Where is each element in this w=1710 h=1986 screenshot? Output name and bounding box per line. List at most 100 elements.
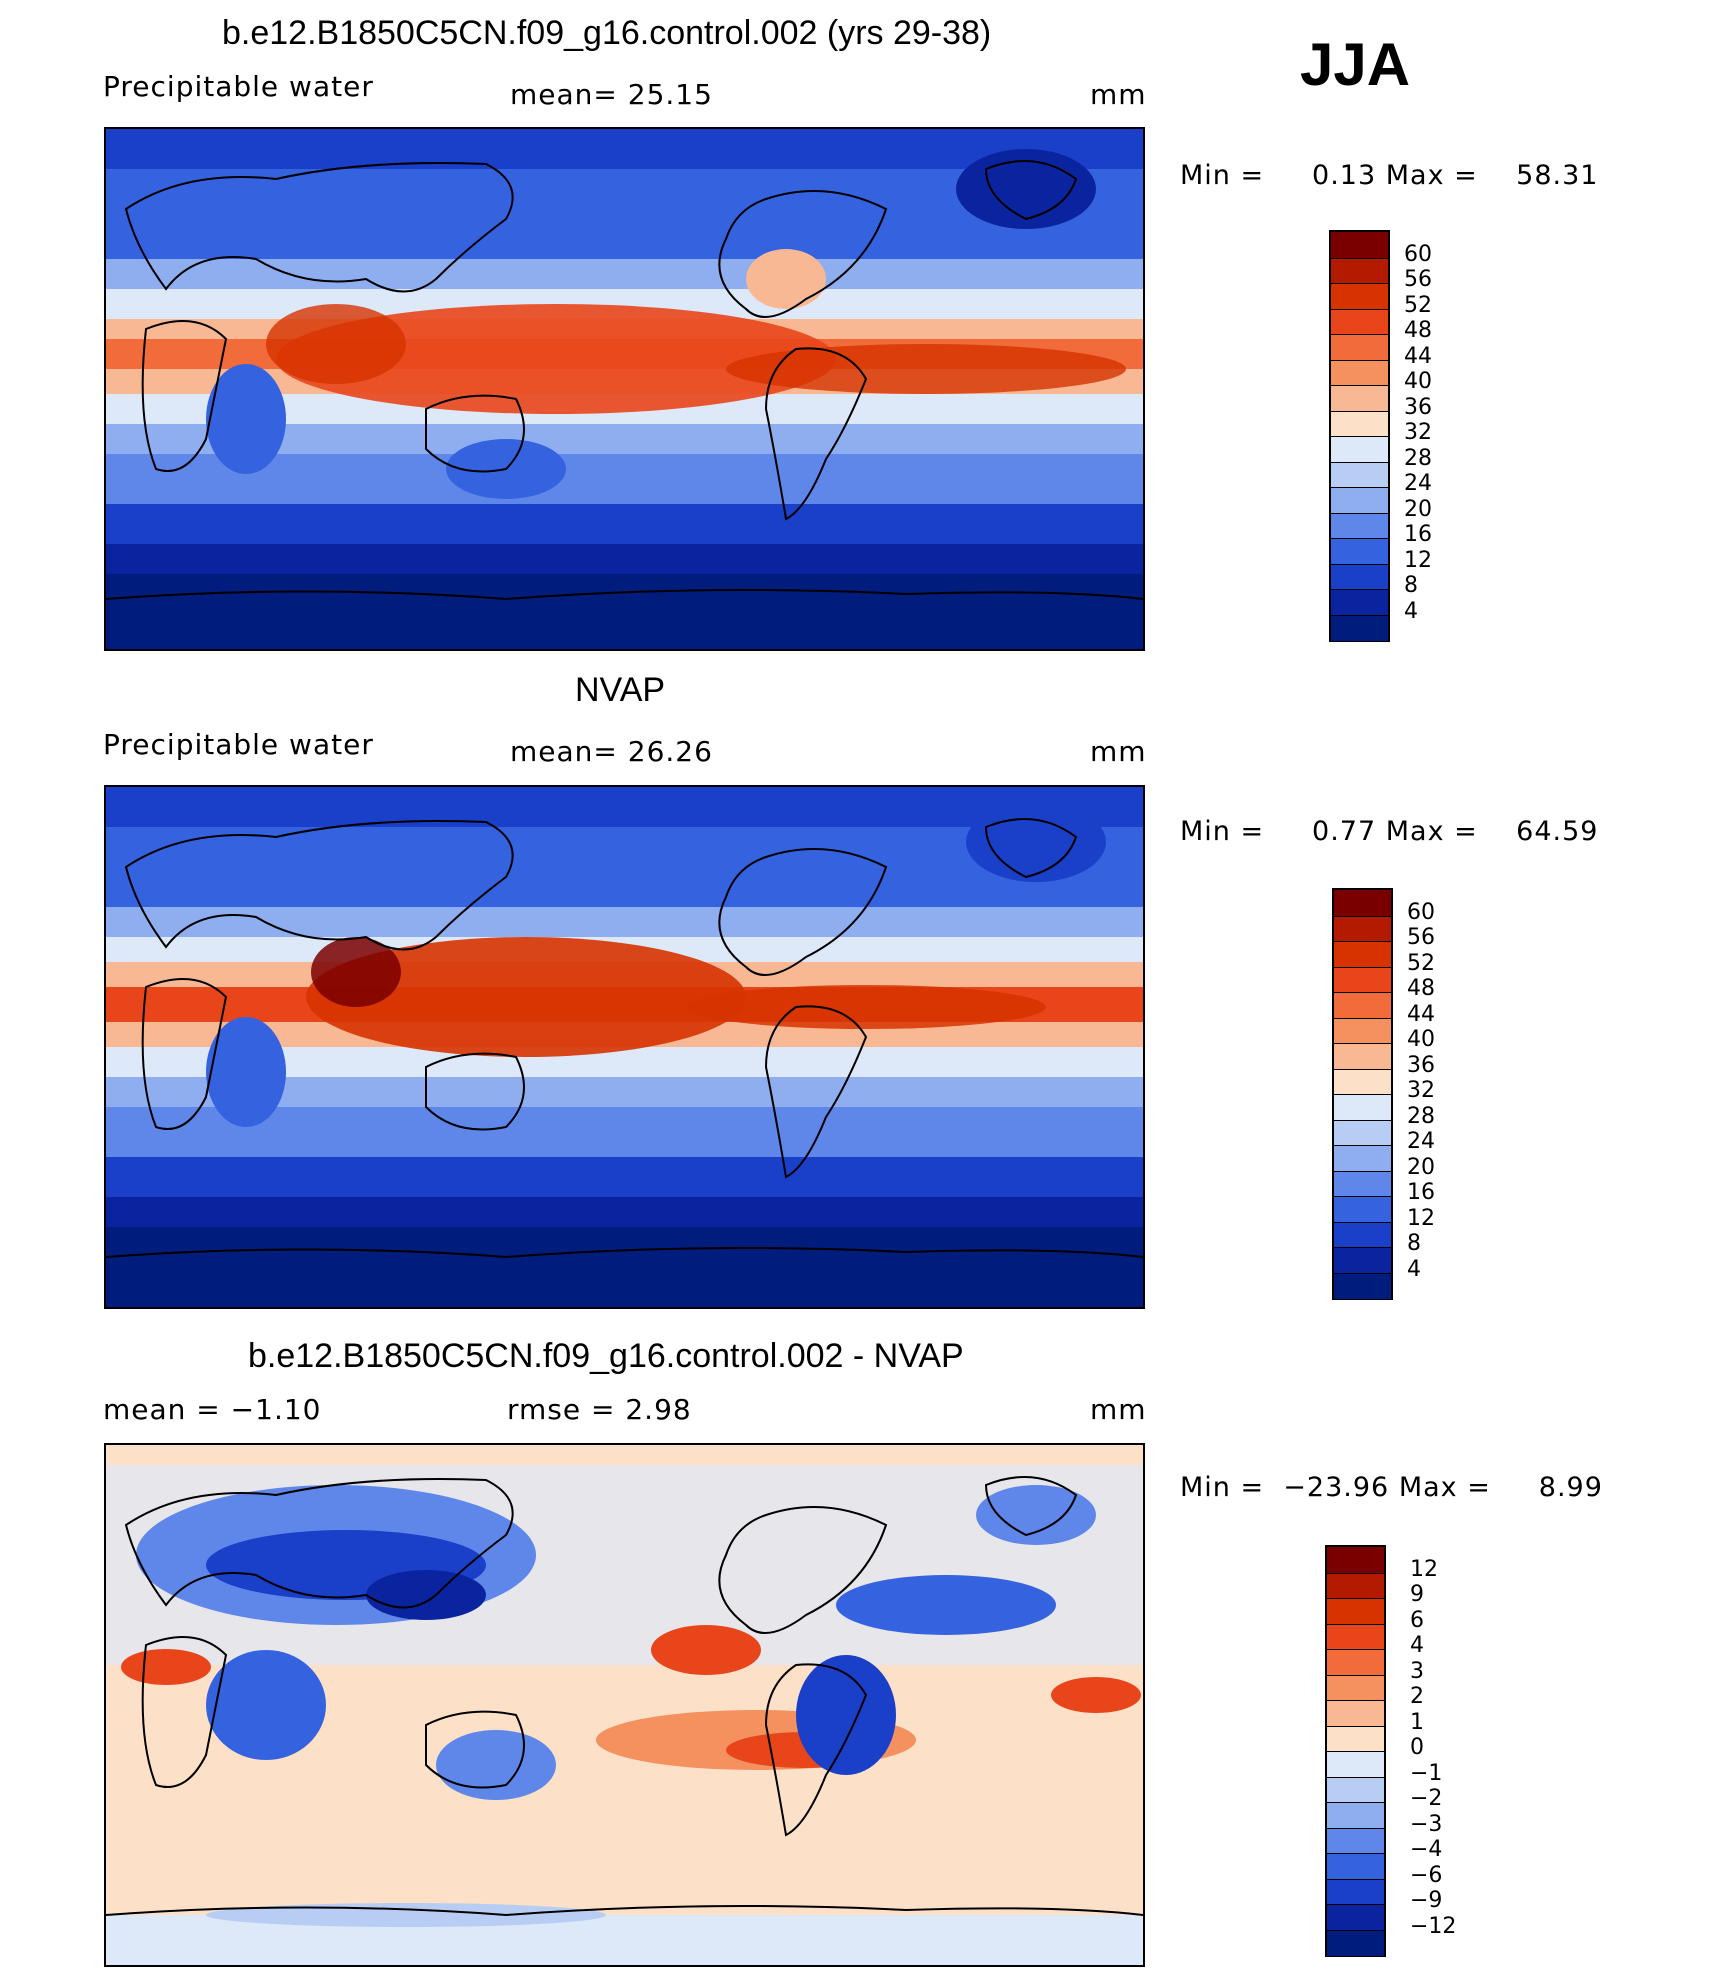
panel2-max-value: 64.59 <box>1516 816 1599 847</box>
colorbar-tick-label: 52 <box>1407 950 1435 976</box>
panel1-colorbar <box>1329 230 1390 642</box>
colorbar-swatch <box>1334 915 1391 942</box>
panel1-min-value: 0.13 <box>1312 160 1377 191</box>
colorbar-tick-label: 12 <box>1404 547 1432 573</box>
colorbar-swatch <box>1334 1145 1391 1172</box>
panel2-colorbar-labels: 60 56 52 48 44 40 36 32 28 24 20 16 12 8 4 <box>1407 888 1467 1296</box>
colorbar-tick-label: −1 <box>1410 1760 1443 1786</box>
panel3-units: mm <box>1090 1393 1147 1426</box>
colorbar-swatch <box>1334 1247 1391 1274</box>
panel2-max-label: Max = <box>1385 816 1478 847</box>
colorbar-tick-label: 28 <box>1404 445 1432 471</box>
colorbar-tick-label: 48 <box>1407 976 1435 1001</box>
colorbar-swatch <box>1327 1776 1384 1803</box>
colorbar-tick-label: −12 <box>1410 1913 1457 1939</box>
panel2-title: NVAP <box>575 671 666 709</box>
colorbar-swatch <box>1331 461 1388 488</box>
colorbar-swatch <box>1334 1170 1391 1197</box>
colorbar-tick-label: 4 <box>1410 1633 1424 1658</box>
colorbar-swatch <box>1327 1725 1384 1752</box>
panel3-colorbar-labels: 12 9 6 4 3 2 1 0 −1 −2 −3 −4 −6 −9 −12 <box>1410 1545 1470 1953</box>
panel1-max-label: Max = <box>1385 160 1478 191</box>
colorbar-tick-label: 60 <box>1407 899 1435 925</box>
colorbar-tick-label: 0 <box>1410 1735 1424 1760</box>
panel2-mean: mean= 26.26 <box>510 735 713 768</box>
colorbar-tick-label: 20 <box>1404 496 1432 522</box>
colorbar-tick-label: 60 <box>1404 241 1432 267</box>
colorbar-tick-label: 8 <box>1407 1231 1421 1256</box>
colorbar-swatch <box>1331 257 1388 284</box>
colorbar-swatch <box>1331 410 1388 437</box>
panel3-min-value: −23.96 <box>1283 1472 1390 1503</box>
colorbar-swatch <box>1334 890 1391 916</box>
colorbar-tick-label: 24 <box>1407 1129 1435 1154</box>
colorbar-swatch <box>1331 487 1388 514</box>
colorbar-swatch <box>1331 232 1388 258</box>
colorbar-tick-label: 20 <box>1407 1154 1435 1180</box>
colorbar-tick-label: 44 <box>1407 1001 1435 1027</box>
colorbar-tick-label: 8 <box>1404 573 1418 598</box>
panel3-title: b.e12.B1850C5CN.f09_g16.control.002 - NV… <box>248 1337 964 1375</box>
colorbar-tick-label: −3 <box>1410 1811 1443 1837</box>
panel2-colorbar <box>1332 888 1393 1300</box>
panel2-min-label: Min = <box>1180 816 1265 847</box>
panel2-map <box>104 785 1145 1309</box>
colorbar-tick-label: 24 <box>1404 471 1432 496</box>
colorbar-tick-label: −4 <box>1410 1837 1443 1862</box>
colorbar-swatch <box>1334 1068 1391 1095</box>
panel1-variable-label: Precipitable water <box>103 70 374 103</box>
colorbar-swatch <box>1334 941 1391 968</box>
colorbar-tick-label: 48 <box>1404 318 1432 343</box>
colorbar-swatch <box>1331 589 1388 616</box>
colorbar-tick-label: 56 <box>1407 925 1435 950</box>
colorbar-swatch <box>1331 614 1388 641</box>
colorbar-tick-label: 6 <box>1410 1607 1424 1633</box>
panel2-units: mm <box>1090 735 1147 768</box>
colorbar-tick-label: 32 <box>1407 1078 1435 1103</box>
colorbar-swatch <box>1334 1119 1391 1146</box>
colorbar-tick-label: 2 <box>1410 1684 1424 1709</box>
colorbar-swatch <box>1327 1929 1384 1956</box>
colorbar-tick-label: 40 <box>1407 1027 1435 1052</box>
colorbar-swatch <box>1331 563 1388 590</box>
panel2-min-value: 0.77 <box>1312 816 1377 847</box>
colorbar-tick-label: 9 <box>1410 1582 1424 1607</box>
panel1-title: b.e12.B1850C5CN.f09_g16.control.002 (yrs… <box>222 14 992 52</box>
colorbar-swatch <box>1334 992 1391 1019</box>
colorbar-swatch <box>1334 1043 1391 1070</box>
colorbar-tick-label: 4 <box>1404 598 1418 624</box>
colorbar-tick-label: 3 <box>1410 1658 1424 1684</box>
colorbar-swatch <box>1327 1572 1384 1599</box>
colorbar-tick-label: −2 <box>1410 1786 1443 1811</box>
colorbar-swatch <box>1331 512 1388 539</box>
colorbar-swatch <box>1334 1094 1391 1121</box>
colorbar-swatch <box>1331 283 1388 310</box>
colorbar-tick-label: 28 <box>1407 1103 1435 1129</box>
panel3-colorbar <box>1325 1545 1386 1957</box>
panel3-min-label: Min = <box>1180 1472 1265 1503</box>
panel1-colorbar-labels: 60 56 52 48 44 40 36 32 28 24 20 16 12 8 4 <box>1404 230 1464 638</box>
colorbar-swatch <box>1331 436 1388 463</box>
panel1-max-value: 58.31 <box>1516 160 1599 191</box>
colorbar-swatch <box>1334 1221 1391 1248</box>
panel3-max-value: 8.99 <box>1538 1472 1603 1503</box>
colorbar-tick-label: 1 <box>1410 1709 1424 1735</box>
colorbar-swatch <box>1334 1272 1391 1299</box>
colorbar-tick-label: 32 <box>1404 420 1432 445</box>
colorbar-tick-label: 16 <box>1407 1180 1435 1205</box>
panel3-mean: mean = −1.10 <box>103 1393 322 1426</box>
panel3-max-label: Max = <box>1398 1472 1491 1503</box>
colorbar-swatch <box>1327 1674 1384 1701</box>
colorbar-tick-label: 16 <box>1404 522 1432 547</box>
colorbar-swatch <box>1331 334 1388 361</box>
colorbar-tick-label: 44 <box>1404 343 1432 369</box>
panel1-map <box>104 127 1145 651</box>
panel2-variable-label: Precipitable water <box>103 728 374 761</box>
colorbar-swatch <box>1331 538 1388 565</box>
colorbar-tick-label: −6 <box>1410 1862 1443 1888</box>
colorbar-swatch <box>1327 1802 1384 1829</box>
colorbar-swatch <box>1331 385 1388 412</box>
colorbar-tick-label: −9 <box>1410 1888 1443 1913</box>
panel1-units: mm <box>1090 78 1147 111</box>
colorbar-tick-label: 52 <box>1404 292 1432 318</box>
